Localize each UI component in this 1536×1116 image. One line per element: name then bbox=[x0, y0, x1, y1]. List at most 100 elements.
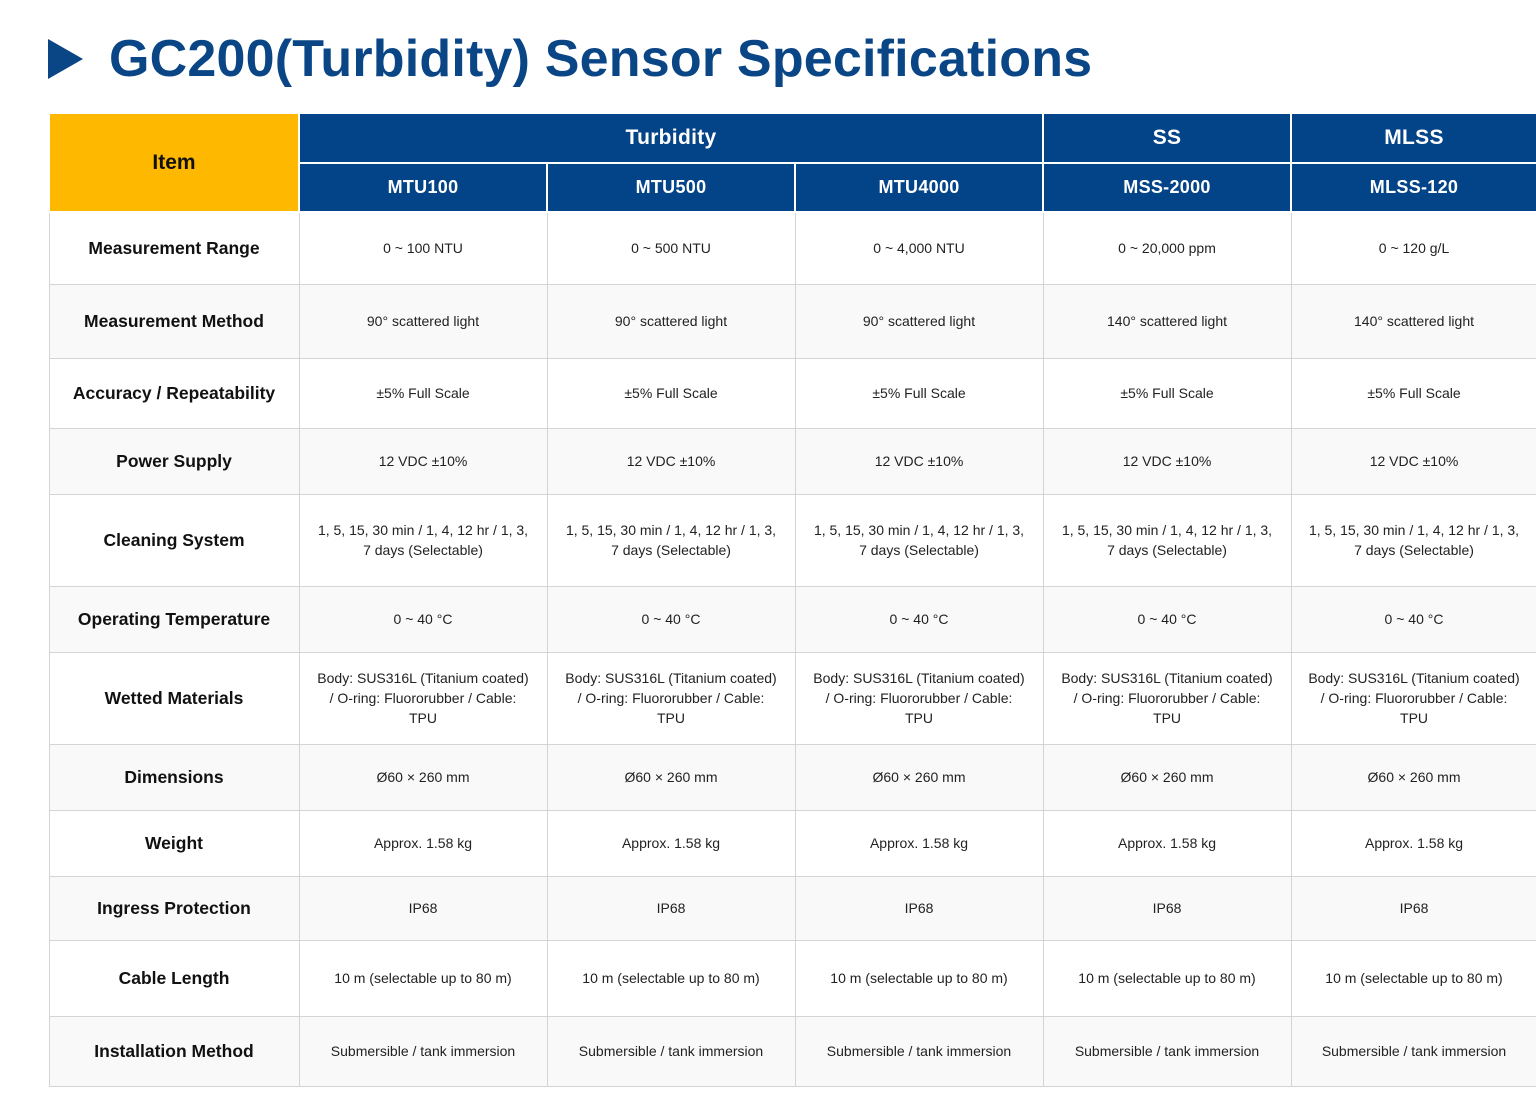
table-row: Cleaning System 1, 5, 15, 30 min / 1, 4, … bbox=[48, 493, 1536, 587]
row-label: Measurement Range bbox=[48, 211, 300, 285]
play-arrow-icon bbox=[48, 39, 83, 79]
spec-value: 10 m (selectable up to 80 m) bbox=[298, 939, 548, 1017]
table-row: Installation Method Submersible / tank im… bbox=[48, 1015, 1536, 1087]
spec-value: 0 ~ 40 °C bbox=[546, 585, 796, 653]
spec-value: ±5% Full Scale bbox=[546, 357, 796, 429]
spec-value: 90° scattered light bbox=[298, 283, 548, 359]
spec-value: 0 ~ 40 °C bbox=[1290, 585, 1536, 653]
spec-value: 1, 5, 15, 30 min / 1, 4, 12 hr / 1, 3, 7… bbox=[546, 493, 796, 587]
spec-value: 1, 5, 15, 30 min / 1, 4, 12 hr / 1, 3, 7… bbox=[794, 493, 1044, 587]
title-bar: GC200(Turbidity) Sensor Specifications bbox=[48, 28, 1092, 90]
spec-value: 1, 5, 15, 30 min / 1, 4, 12 hr / 1, 3, 7… bbox=[1042, 493, 1292, 587]
table-row: Operating Temperature 0 ~ 40 °C 0 ~ 40 °C 0… bbox=[48, 585, 1536, 653]
spec-value: Body: SUS316L (Titanium coated) / O-ring… bbox=[1042, 651, 1292, 745]
group-header-ss: SS bbox=[1042, 112, 1293, 164]
spec-value: Submersible / tank immersion bbox=[546, 1015, 796, 1087]
spec-value: Approx. 1.58 kg bbox=[1042, 809, 1292, 877]
spec-value: IP68 bbox=[1290, 875, 1536, 941]
spec-value: 12 VDC ±10% bbox=[298, 427, 548, 495]
spec-value: ±5% Full Scale bbox=[1290, 357, 1536, 429]
spec-value: 0 ~ 4,000 NTU bbox=[794, 211, 1044, 285]
spec-value: 140° scattered light bbox=[1042, 283, 1292, 359]
spec-value: Submersible / tank immersion bbox=[1290, 1015, 1536, 1087]
spec-value: ±5% Full Scale bbox=[794, 357, 1044, 429]
row-label: Cleaning System bbox=[48, 493, 300, 587]
table-row: Power Supply 12 VDC ±10% 12 VDC ±10% 12 VDC… bbox=[48, 427, 1536, 495]
spec-value: Approx. 1.58 kg bbox=[794, 809, 1044, 877]
spec-value: 12 VDC ±10% bbox=[1290, 427, 1536, 495]
row-label: Installation Method bbox=[48, 1015, 300, 1087]
spec-value: Submersible / tank immersion bbox=[1042, 1015, 1292, 1087]
spec-value: Ø60 × 260 mm bbox=[298, 743, 548, 811]
group-header-row: Item Turbidity SS MLSS bbox=[48, 112, 1536, 213]
table-row: Wetted Materials Body: SUS316L (Titanium … bbox=[48, 651, 1536, 745]
table-row: Cable Length 10 m (selectable up to 80 m)… bbox=[48, 939, 1536, 1017]
model-header-mtu100: MTU100 bbox=[298, 162, 548, 213]
page-title: GC200(Turbidity) Sensor Specifications bbox=[109, 30, 1093, 88]
spec-value: Ø60 × 260 mm bbox=[1042, 743, 1292, 811]
spec-value: 12 VDC ±10% bbox=[546, 427, 796, 495]
spec-value: 0 ~ 500 NTU bbox=[546, 211, 796, 285]
spec-value: 12 VDC ±10% bbox=[1042, 427, 1292, 495]
model-header-mlss-120: MLSS-120 bbox=[1290, 162, 1536, 213]
row-label: Accuracy / Repeatability bbox=[48, 357, 300, 429]
group-header-mlss: MLSS bbox=[1290, 112, 1536, 164]
spec-value: Approx. 1.58 kg bbox=[1290, 809, 1536, 877]
spec-value: 10 m (selectable up to 80 m) bbox=[546, 939, 796, 1017]
spec-value: 0 ~ 120 g/L bbox=[1290, 211, 1536, 285]
model-header-mtu4000: MTU4000 bbox=[793, 162, 1045, 213]
spec-value: 0 ~ 100 NTU bbox=[298, 211, 548, 285]
row-label: Measurement Method bbox=[48, 283, 300, 359]
table-row: Weight Approx. 1.58 kg Approx. 1.58 kg Appr… bbox=[48, 809, 1536, 877]
table-row: Measurement Range 0 ~ 100 NTU 0 ~ 500 NTU 0… bbox=[48, 211, 1536, 285]
table-row: Dimensions Ø60 × 260 mm Ø60 × 260 mm Ø60 × … bbox=[48, 743, 1536, 811]
item-header: Item bbox=[48, 112, 300, 213]
spec-value: ±5% Full Scale bbox=[298, 357, 548, 429]
table-body: Measurement Range 0 ~ 100 NTU 0 ~ 500 NTU 0… bbox=[48, 211, 1536, 1087]
spec-value: 10 m (selectable up to 80 m) bbox=[794, 939, 1044, 1017]
row-label: Wetted Materials bbox=[48, 651, 300, 745]
spec-value: Submersible / tank immersion bbox=[794, 1015, 1044, 1087]
spec-value: 90° scattered light bbox=[794, 283, 1044, 359]
spec-value: Ø60 × 260 mm bbox=[1290, 743, 1536, 811]
spec-value: 0 ~ 20,000 ppm bbox=[1042, 211, 1292, 285]
row-label: Power Supply bbox=[48, 427, 300, 495]
spec-value: Body: SUS316L (Titanium coated) / O-ring… bbox=[546, 651, 796, 745]
table-row: Measurement Method 90° scattered light 90°… bbox=[48, 283, 1536, 359]
spec-value: 0 ~ 40 °C bbox=[1042, 585, 1292, 653]
model-header-mss-2000: MSS-2000 bbox=[1042, 162, 1293, 213]
spec-value: IP68 bbox=[1042, 875, 1292, 941]
table-header: Item Turbidity SS MLSS MTU100 MTU500 MTU… bbox=[48, 112, 1536, 213]
spec-value: Submersible / tank immersion bbox=[298, 1015, 548, 1087]
spec-value: 1, 5, 15, 30 min / 1, 4, 12 hr / 1, 3, 7… bbox=[298, 493, 548, 587]
model-header-row: MTU100 MTU500 MTU4000 MSS-2000 MLSS-120 bbox=[49, 162, 1536, 213]
spec-value: ±5% Full Scale bbox=[1042, 357, 1292, 429]
spec-value: Body: SUS316L (Titanium coated) / O-ring… bbox=[794, 651, 1044, 745]
row-label: Ingress Protection bbox=[48, 875, 300, 941]
spec-table: Item Turbidity SS MLSS MTU100 MTU500 MTU… bbox=[48, 112, 1536, 1087]
spec-value: 10 m (selectable up to 80 m) bbox=[1290, 939, 1536, 1017]
table-row: Accuracy / Repeatability ±5% Full Scale ±5… bbox=[48, 357, 1536, 429]
spec-value: IP68 bbox=[298, 875, 548, 941]
spec-value: 12 VDC ±10% bbox=[794, 427, 1044, 495]
spec-value: Approx. 1.58 kg bbox=[298, 809, 548, 877]
spec-value: 0 ~ 40 °C bbox=[298, 585, 548, 653]
spec-value: Body: SUS316L (Titanium coated) / O-ring… bbox=[298, 651, 548, 745]
row-label: Dimensions bbox=[48, 743, 300, 811]
spec-value: 0 ~ 40 °C bbox=[794, 585, 1044, 653]
spec-value: IP68 bbox=[546, 875, 796, 941]
spec-value: IP68 bbox=[794, 875, 1044, 941]
row-label: Operating Temperature bbox=[48, 585, 300, 653]
spec-value: Ø60 × 260 mm bbox=[794, 743, 1044, 811]
spec-value: 10 m (selectable up to 80 m) bbox=[1042, 939, 1292, 1017]
model-header-mtu500: MTU500 bbox=[546, 162, 796, 213]
spec-value: Approx. 1.58 kg bbox=[546, 809, 796, 877]
spec-value: 1, 5, 15, 30 min / 1, 4, 12 hr / 1, 3, 7… bbox=[1290, 493, 1536, 587]
row-label: Cable Length bbox=[48, 939, 300, 1017]
spec-value: 140° scattered light bbox=[1290, 283, 1536, 359]
table-row: Ingress Protection IP68 IP68 IP68 IP68 IP68 bbox=[48, 875, 1536, 941]
spec-value: Ø60 × 260 mm bbox=[546, 743, 796, 811]
spec-value: Body: SUS316L (Titanium coated) / O-ring… bbox=[1290, 651, 1536, 745]
spec-value: 90° scattered light bbox=[546, 283, 796, 359]
group-header-turbidity: Turbidity bbox=[297, 112, 1045, 164]
